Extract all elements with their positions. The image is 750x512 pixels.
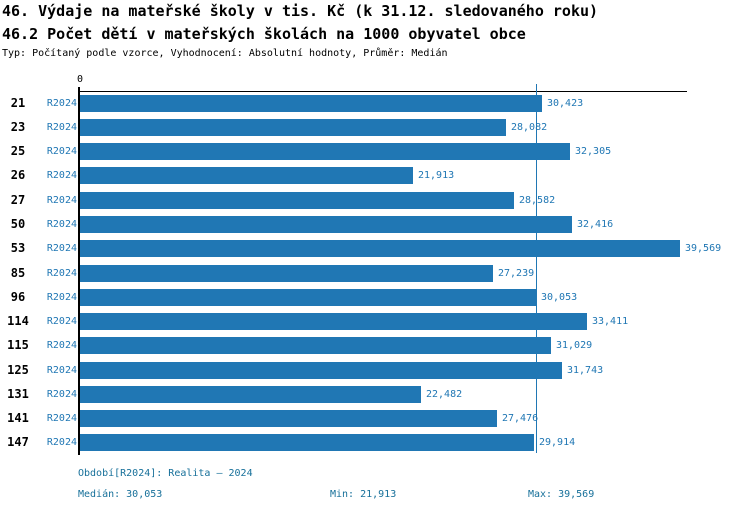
bar — [80, 167, 413, 184]
row-id-label: 125 — [7, 363, 29, 377]
row-series-label: R2024 — [46, 122, 77, 133]
bar — [80, 362, 562, 379]
row-id-label: 141 — [7, 411, 29, 425]
row-id-label: 25 — [10, 144, 26, 158]
row-series-label: R2024 — [46, 340, 77, 351]
row-id-label: 27 — [10, 193, 26, 207]
y-axis-line — [78, 87, 80, 455]
row-id-label: 26 — [10, 168, 26, 182]
row-id-label: 115 — [7, 338, 29, 352]
median-reference-line — [536, 84, 537, 453]
bar — [80, 216, 572, 233]
row-series-label: R2024 — [46, 437, 77, 448]
bar-value-label: 22,482 — [426, 389, 463, 400]
row-id-label: 21 — [10, 96, 26, 110]
bar — [80, 192, 514, 209]
bar-value-label: 27,476 — [502, 413, 539, 424]
row-series-label: R2024 — [46, 219, 77, 230]
bar-value-label: 30,423 — [547, 98, 584, 109]
bar-value-label: 27,239 — [498, 268, 535, 279]
row-series-label: R2024 — [46, 268, 77, 279]
row-id-label: 50 — [10, 217, 26, 231]
footer-period-label: Období[R2024]: Realita – 2024 — [78, 468, 253, 479]
bar-value-label: 32,305 — [575, 146, 612, 157]
footer-min-stat: Min: 21,913 — [330, 489, 397, 500]
row-id-label: 147 — [7, 435, 29, 449]
bar-value-label: 21,913 — [418, 170, 455, 181]
bar — [80, 434, 534, 451]
bar — [80, 337, 551, 354]
bar-value-label: 33,411 — [592, 316, 629, 327]
row-series-label: R2024 — [46, 98, 77, 109]
row-series-label: R2024 — [46, 292, 77, 303]
row-series-label: R2024 — [46, 195, 77, 206]
bar-value-label: 39,569 — [685, 243, 722, 254]
row-series-label: R2024 — [46, 243, 77, 254]
bar-value-label: 28,082 — [511, 122, 548, 133]
footer-median-stat: Medián: 30,053 — [78, 489, 163, 500]
chart-subtitle: 46.2 Počet dětí v mateřských školách na … — [2, 25, 526, 43]
row-id-label: 85 — [10, 266, 26, 280]
row-series-label: R2024 — [46, 146, 77, 157]
x-axis-zero-label: 0 — [76, 74, 84, 85]
row-series-label: R2024 — [46, 389, 77, 400]
bar-value-label: 31,743 — [567, 365, 604, 376]
bar-value-label: 31,029 — [556, 340, 593, 351]
bar — [80, 313, 587, 330]
bar — [80, 386, 421, 403]
footer-max-stat: Max: 39,569 — [528, 489, 595, 500]
bar — [80, 119, 506, 136]
bar-value-label: 30,053 — [541, 292, 578, 303]
bar — [80, 95, 542, 112]
row-id-label: 53 — [10, 241, 26, 255]
bar-value-label: 29,914 — [539, 437, 576, 448]
row-series-label: R2024 — [46, 316, 77, 327]
bar — [80, 143, 570, 160]
bar — [80, 289, 536, 306]
bar — [80, 265, 493, 282]
bar — [80, 240, 680, 257]
row-id-label: 23 — [10, 120, 26, 134]
chart-meta-line: Typ: Počítaný podle vzorce, Vyhodnocení:… — [2, 48, 448, 59]
row-series-label: R2024 — [46, 170, 77, 181]
row-series-label: R2024 — [46, 365, 77, 376]
row-id-label: 96 — [10, 290, 26, 304]
bar-value-label: 32,416 — [577, 219, 614, 230]
row-id-label: 114 — [7, 314, 29, 328]
x-axis-line — [78, 91, 687, 92]
bar-value-label: 28,582 — [519, 195, 556, 206]
row-series-label: R2024 — [46, 413, 77, 424]
row-id-label: 131 — [7, 387, 29, 401]
chart-title: 46. Výdaje na mateřské školy v tis. Kč (… — [2, 2, 599, 20]
bar — [80, 410, 497, 427]
